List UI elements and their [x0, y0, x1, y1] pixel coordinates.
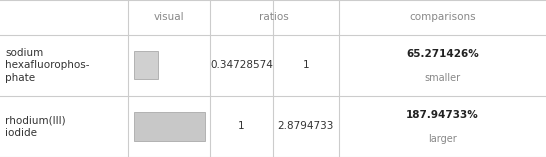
Text: rhodium(III)
iodide: rhodium(III) iodide [5, 115, 66, 138]
Text: sodium
hexafluorophos-
phate: sodium hexafluorophos- phate [5, 48, 90, 83]
Text: 1: 1 [238, 121, 245, 131]
Text: 2.8794733: 2.8794733 [277, 121, 334, 131]
Text: smaller: smaller [424, 73, 460, 83]
Text: 187.94733%: 187.94733% [406, 110, 479, 120]
FancyBboxPatch shape [134, 112, 205, 141]
Text: ratios: ratios [259, 12, 289, 22]
FancyBboxPatch shape [134, 51, 158, 79]
Text: 0.34728574: 0.34728574 [210, 60, 273, 70]
Text: visual: visual [154, 12, 185, 22]
Text: comparisons: comparisons [409, 12, 476, 22]
Text: larger: larger [428, 134, 456, 144]
Text: 65.271426%: 65.271426% [406, 49, 479, 59]
Text: 1: 1 [302, 60, 309, 70]
